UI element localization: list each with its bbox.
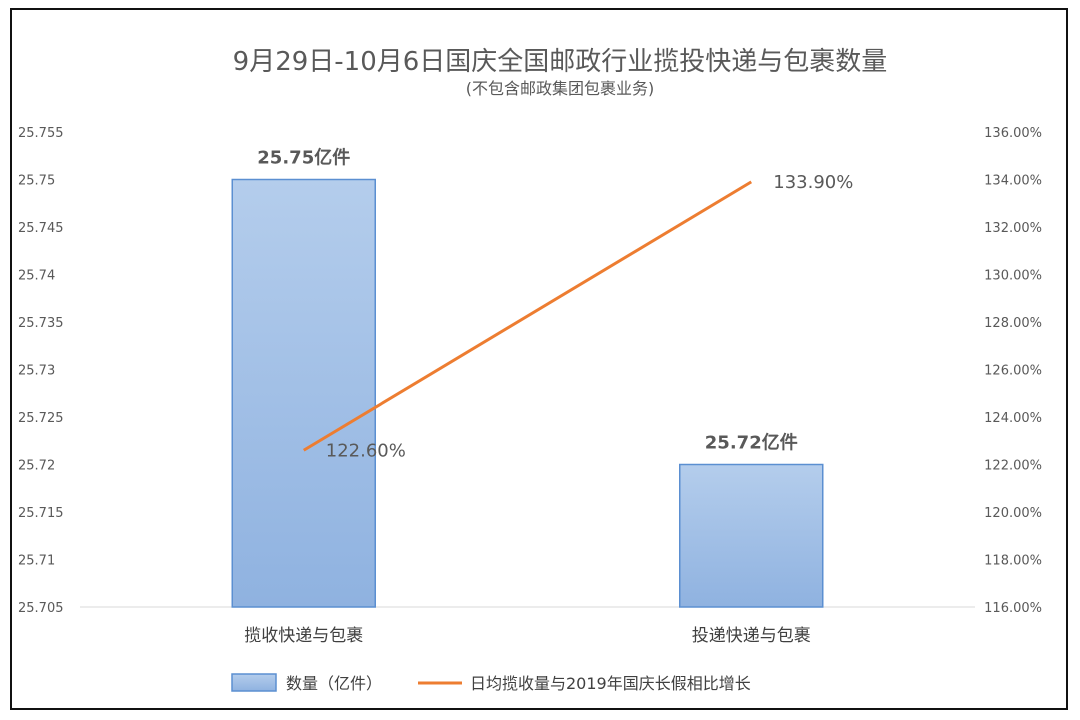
bar: [679, 463, 824, 608]
bar-data-label: 25.75亿件: [257, 147, 350, 169]
right-tick-label: 132.00%: [984, 221, 1042, 236]
chart-subtitle: (不包含邮政集团包裹业务): [466, 79, 655, 98]
left-tick-label: 25.755: [18, 126, 64, 141]
chart-frame: [10, 8, 1068, 710]
category-label: 投递快递与包裹: [692, 626, 811, 646]
left-tick-label: 25.745: [18, 221, 64, 236]
left-axis-ticks: 25.705 25.71 25.715 25.72 25.725 25.73 25.735 2…: [18, 126, 64, 616]
legend-bar-label: 数量（亿件）: [286, 674, 382, 693]
right-tick-label: 136.00%: [984, 126, 1042, 141]
line-data-label: 122.60%: [326, 440, 406, 461]
right-axis-ticks: 116.00% 118.00% 120.00% 122.00% 124.00% 126.0…: [984, 126, 1042, 616]
right-tick-label: 126.00%: [984, 364, 1042, 379]
right-tick-label: 116.00%: [984, 601, 1042, 616]
left-tick-label: 25.715: [18, 506, 64, 521]
legend-bar-swatch: [231, 673, 277, 692]
line-series: 122.60% 133.90%: [302, 172, 853, 461]
left-tick-label: 25.725: [18, 411, 64, 426]
category-labels: 揽收快递与包裹 投递快递与包裹: [244, 626, 811, 646]
right-tick-label: 128.00%: [984, 316, 1042, 331]
right-tick-label: 118.00%: [984, 554, 1042, 569]
right-tick-label: 120.00%: [984, 506, 1042, 521]
left-tick-label: 25.74: [18, 269, 55, 284]
left-tick-label: 25.71: [18, 554, 55, 569]
line-data-label: 133.90%: [773, 172, 853, 193]
right-tick-label: 122.00%: [984, 459, 1042, 474]
right-tick-label: 130.00%: [984, 269, 1042, 284]
growth-line: [302, 180, 753, 452]
right-tick-label: 124.00%: [984, 411, 1042, 426]
legend-line-label: 日均揽收量与2019年国庆长假相比增长: [470, 674, 751, 693]
left-tick-label: 25.72: [18, 459, 55, 474]
category-label: 揽收快递与包裹: [244, 626, 363, 646]
legend: 数量（亿件） 日均揽收量与2019年国庆长假相比增长: [231, 673, 751, 693]
left-tick-label: 25.73: [18, 364, 55, 379]
right-tick-label: 134.00%: [984, 174, 1042, 189]
bar-data-label: 25.72亿件: [705, 432, 798, 454]
bar-series: 25.75亿件 25.72亿件: [231, 147, 824, 608]
left-tick-label: 25.75: [18, 174, 55, 189]
bar: [231, 178, 376, 608]
chart-title: 9月29日-10月6日国庆全国邮政行业揽投快递与包裹数量: [233, 47, 888, 77]
left-tick-label: 25.735: [18, 316, 64, 331]
left-tick-label: 25.705: [18, 601, 64, 616]
